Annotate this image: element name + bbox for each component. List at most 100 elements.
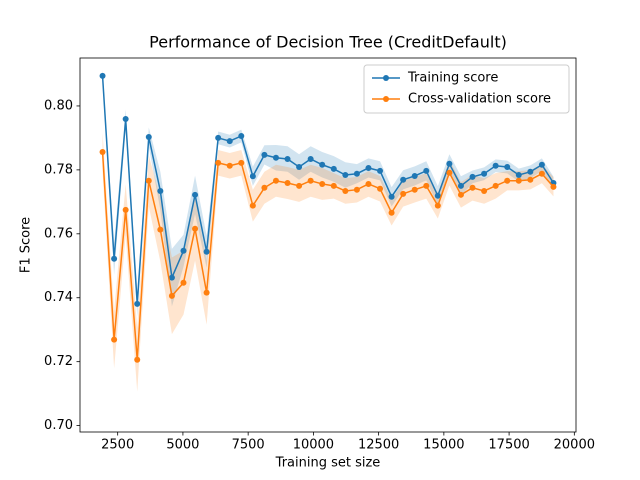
- data-point: [400, 176, 407, 183]
- data-point: [377, 185, 384, 192]
- data-point: [111, 336, 118, 343]
- x-tick-label: 15000: [423, 438, 464, 453]
- data-point: [261, 151, 268, 158]
- y-tick-label: 0.72: [44, 354, 73, 369]
- data-point: [145, 177, 152, 184]
- data-point: [330, 165, 337, 172]
- x-tick-label: 10000: [293, 438, 334, 453]
- data-point: [307, 156, 314, 163]
- data-point: [538, 170, 545, 177]
- data-point: [272, 177, 279, 184]
- data-point: [145, 133, 152, 140]
- data-point: [434, 192, 441, 199]
- x-tick-label: 2500: [101, 438, 134, 453]
- data-point: [99, 72, 106, 79]
- data-point: [122, 206, 129, 213]
- data-point: [249, 202, 256, 209]
- data-point: [168, 292, 175, 299]
- data-point: [215, 134, 222, 141]
- data-point: [307, 177, 314, 184]
- data-point: [203, 289, 210, 296]
- data-point: [134, 356, 141, 363]
- data-point: [192, 225, 199, 232]
- data-point: [111, 255, 118, 262]
- series-line: [101, 75, 555, 304]
- series-line: [101, 151, 555, 360]
- data-point: [365, 164, 372, 171]
- legend-box: [363, 64, 570, 114]
- data-point: [400, 190, 407, 197]
- data-point: [157, 226, 164, 233]
- data-point: [353, 186, 360, 193]
- x-tick-label: 5000: [166, 438, 199, 453]
- x-tick-label: 12500: [358, 438, 399, 453]
- data-point: [457, 191, 464, 198]
- data-point: [527, 168, 534, 175]
- data-point: [134, 300, 141, 307]
- data-point: [504, 164, 511, 171]
- data-point: [377, 167, 384, 174]
- x-tick-label: 17500: [488, 438, 529, 453]
- x-axis-label: Training set size: [275, 456, 381, 471]
- data-point: [284, 179, 291, 186]
- data-point: [353, 170, 360, 177]
- data-point: [180, 247, 187, 254]
- data-point: [238, 159, 245, 166]
- legend-label: Training score: [407, 71, 498, 86]
- data-point: [446, 160, 453, 167]
- data-point: [469, 173, 476, 180]
- y-tick-label: 0.78: [44, 162, 73, 177]
- y-tick-label: 0.80: [44, 98, 73, 113]
- data-point: [423, 167, 430, 174]
- data-point: [342, 187, 349, 194]
- data-point: [457, 182, 464, 189]
- data-point: [296, 182, 303, 189]
- data-point: [180, 279, 187, 286]
- data-point: [261, 184, 268, 191]
- data-point: [515, 177, 522, 184]
- data-point: [550, 183, 557, 190]
- data-point: [284, 156, 291, 163]
- data-point: [527, 176, 534, 183]
- x-tick-label: 7500: [232, 438, 265, 453]
- data-point: [296, 164, 303, 171]
- data-point: [342, 171, 349, 178]
- data-point: [203, 248, 210, 255]
- data-point: [411, 186, 418, 193]
- data-point: [272, 154, 279, 161]
- data-point: [446, 169, 453, 176]
- data-point: [492, 162, 499, 169]
- data-point: [99, 148, 106, 155]
- data-point: [226, 162, 233, 169]
- x-tick-label: 20000: [554, 438, 595, 453]
- data-point: [515, 171, 522, 178]
- legend-label: Cross-validation score: [408, 92, 551, 107]
- data-point: [434, 202, 441, 209]
- data-point: [388, 209, 395, 216]
- data-point: [411, 172, 418, 179]
- data-point: [226, 138, 233, 145]
- data-point: [481, 187, 488, 194]
- data-point: [481, 170, 488, 177]
- data-point: [423, 182, 430, 189]
- data-point: [504, 177, 511, 184]
- plot-frame: [79, 57, 577, 433]
- legend-marker: [383, 96, 389, 102]
- data-point: [319, 180, 326, 187]
- data-point: [330, 182, 337, 189]
- data-point: [249, 173, 256, 180]
- data-point: [538, 161, 545, 168]
- data-point: [157, 187, 164, 194]
- data-point: [215, 159, 222, 166]
- y-tick-label: 0.76: [44, 226, 73, 241]
- data-point: [319, 161, 326, 168]
- y-tick-label: 0.74: [44, 290, 73, 305]
- data-point: [365, 180, 372, 187]
- data-point: [122, 116, 129, 123]
- data-point: [469, 184, 476, 191]
- y-axis-label: F1 Score: [19, 217, 34, 273]
- data-point: [492, 182, 499, 189]
- data-point: [388, 193, 395, 200]
- chart-title: Performance of Decision Tree (CreditDefa…: [149, 33, 507, 52]
